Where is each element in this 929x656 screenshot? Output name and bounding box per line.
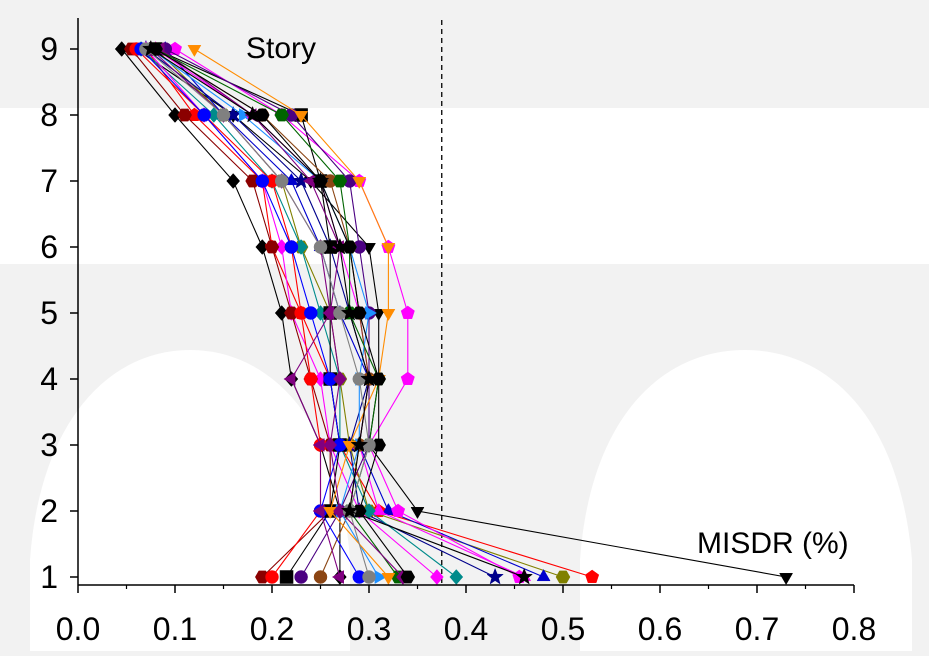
- data-point: [323, 507, 338, 519]
- y-tick-label: 8: [40, 97, 58, 133]
- data-point: [279, 570, 294, 584]
- data-point: [274, 174, 289, 188]
- data-point: [331, 570, 344, 584]
- series-23: [139, 42, 376, 584]
- data-point: [304, 372, 318, 386]
- y-tick-label: 1: [40, 559, 58, 595]
- data-point: [352, 177, 367, 189]
- data-point: [400, 371, 415, 385]
- data-point: [486, 567, 504, 585]
- y-tick-label: 3: [40, 427, 58, 463]
- series-layer: [114, 39, 794, 585]
- data-point: [323, 437, 338, 453]
- data-point: [400, 305, 415, 319]
- data-point: [381, 309, 396, 321]
- data-point: [555, 570, 571, 584]
- data-point: [187, 45, 202, 57]
- y-tick-label: 2: [40, 493, 58, 529]
- data-point: [331, 237, 349, 255]
- data-point: [216, 108, 231, 122]
- data-point: [340, 501, 359, 519]
- data-point: [391, 503, 406, 517]
- data-point: [177, 108, 192, 122]
- series-24: [142, 39, 533, 585]
- data-point: [294, 111, 309, 123]
- data-point: [340, 303, 359, 321]
- data-point: [283, 372, 296, 386]
- data-point: [255, 174, 270, 188]
- data-point: [381, 573, 396, 585]
- y-tick-label: 9: [40, 31, 58, 67]
- data-point: [585, 569, 600, 583]
- x-tick-label: 0.5: [541, 611, 585, 647]
- axes-layer: 0.0 0.1 0.2 0.3 0.4 0.5 0.6 0.7 0.8 1 2 3 4 5 6 7 8 9: [40, 18, 876, 647]
- data-point: [274, 108, 289, 122]
- data-point: [265, 570, 279, 584]
- y-tick-label: 7: [40, 163, 58, 199]
- data-point: [142, 39, 160, 57]
- data-point: [515, 567, 533, 585]
- data-point: [536, 568, 551, 582]
- data-point: [333, 371, 347, 387]
- data-point: [245, 174, 260, 188]
- data-point: [284, 240, 299, 254]
- data-point: [313, 240, 328, 254]
- x-tick-label: 0.0: [56, 611, 100, 647]
- x-tick-label: 0.2: [250, 611, 294, 647]
- data-point: [197, 108, 211, 122]
- data-point: [311, 171, 330, 189]
- data-point: [243, 105, 262, 123]
- y-tick-label: 6: [40, 229, 58, 265]
- y-tick-label: 4: [40, 361, 58, 397]
- data-point: [779, 573, 794, 585]
- data-point: [360, 369, 378, 387]
- data-point: [313, 570, 328, 584]
- data-point: [304, 306, 318, 320]
- data-point: [264, 240, 280, 254]
- x-tick-label: 0.6: [638, 611, 682, 647]
- y-tick-label: 5: [40, 295, 58, 331]
- data-point: [284, 306, 299, 320]
- data-point: [400, 570, 416, 584]
- data-point: [332, 174, 348, 188]
- x-tick-label: 0.3: [347, 611, 391, 647]
- data-point: [342, 441, 357, 453]
- x-tick-label: 0.1: [153, 611, 197, 647]
- data-point: [294, 570, 308, 584]
- x-tick-label: 0.4: [444, 611, 488, 647]
- data-point: [410, 507, 425, 519]
- y-axis-label: Story: [246, 32, 316, 65]
- x-tick-label: 0.7: [735, 611, 779, 647]
- x-tick-label: 0.8: [832, 611, 876, 647]
- data-point: [226, 173, 241, 189]
- x-axis-label: MISDR (%): [697, 527, 849, 560]
- data-point: [381, 243, 396, 255]
- data-point: [292, 171, 310, 189]
- data-point: [362, 570, 376, 584]
- data-point: [371, 502, 386, 516]
- data-point: [312, 504, 325, 518]
- data-point: [350, 435, 369, 453]
- data-point: [255, 570, 270, 584]
